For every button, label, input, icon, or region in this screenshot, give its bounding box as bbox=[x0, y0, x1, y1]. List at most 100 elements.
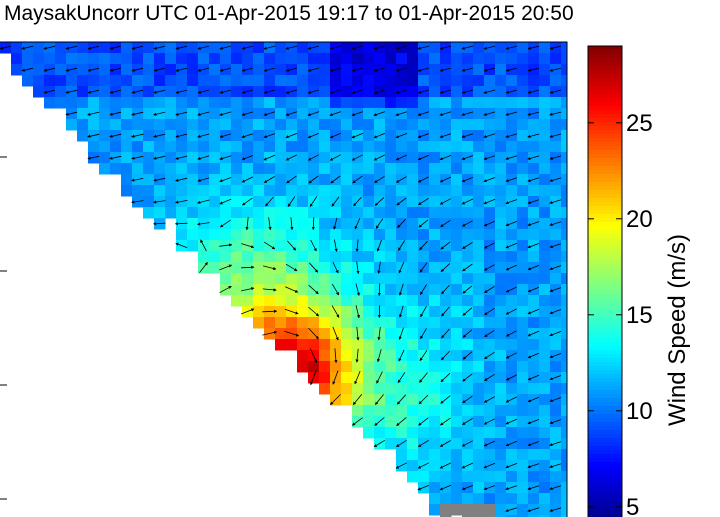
wind-speed-cell bbox=[451, 372, 463, 384]
wind-speed-cell bbox=[561, 240, 567, 252]
wind-speed-cell bbox=[473, 460, 485, 472]
wind-speed-cell bbox=[429, 141, 441, 153]
wind-arrow bbox=[399, 305, 404, 318]
wind-speed-cell bbox=[253, 295, 265, 307]
wind-speed-cell bbox=[451, 207, 463, 219]
wind-speed-cell bbox=[132, 141, 144, 153]
wind-speed-cell bbox=[209, 207, 221, 219]
colorbar-segment bbox=[588, 338, 622, 343]
wind-arrow bbox=[505, 67, 518, 72]
colorbar-segment bbox=[588, 126, 622, 131]
wind-speed-cell bbox=[154, 97, 166, 109]
colorbar-segment bbox=[588, 114, 622, 119]
wind-arrow bbox=[355, 239, 359, 253]
wind-arrow bbox=[43, 67, 56, 72]
wind-speed-cell bbox=[363, 383, 375, 395]
wind-arrow bbox=[376, 371, 383, 384]
colorbar-segment bbox=[588, 394, 622, 399]
wind-speed-cell bbox=[275, 152, 287, 164]
wind-speed-cell bbox=[484, 339, 496, 351]
colorbar-segment bbox=[588, 378, 622, 383]
wind-speed-cell bbox=[451, 97, 463, 109]
wind-arrow bbox=[219, 111, 232, 116]
colorbar-segment bbox=[588, 366, 622, 371]
wind-speed-cell bbox=[407, 130, 419, 142]
wind-speed-cell bbox=[539, 427, 551, 439]
wind-speed-cell bbox=[462, 471, 474, 483]
wind-speed-cell bbox=[385, 405, 397, 417]
wind-arrow bbox=[197, 89, 210, 94]
wind-arrow bbox=[265, 196, 274, 207]
wind-speed-cell bbox=[407, 427, 419, 439]
wind-speed-cell bbox=[462, 119, 474, 131]
colorbar-segment bbox=[588, 246, 622, 251]
wind-speed-cell bbox=[363, 119, 375, 131]
wind-speed-cell bbox=[396, 317, 408, 329]
colorbar-segment bbox=[588, 374, 622, 379]
wind-speed-cell bbox=[462, 53, 474, 65]
wind-speed-cell bbox=[253, 108, 265, 120]
wind-arrow bbox=[131, 200, 144, 204]
wind-speed-cell bbox=[165, 130, 177, 142]
wind-speed-cell bbox=[99, 163, 111, 175]
colorbar-segment bbox=[588, 446, 622, 451]
wind-speed-cell bbox=[539, 130, 551, 142]
wind-arrow bbox=[462, 329, 473, 338]
wind-speed-cell bbox=[451, 262, 463, 274]
wind-arrow bbox=[109, 155, 122, 160]
wind-arrow bbox=[87, 89, 100, 94]
wind-speed-cell bbox=[110, 163, 122, 175]
wind-arrow bbox=[395, 111, 408, 117]
wind-speed-cell bbox=[88, 97, 100, 109]
colorbar-gradient bbox=[588, 46, 622, 517]
wind-arrow bbox=[131, 89, 144, 94]
wind-arrow bbox=[373, 89, 385, 94]
wind-speed-cell bbox=[462, 97, 474, 109]
wind-speed-cell bbox=[407, 86, 419, 98]
colorbar-segment bbox=[588, 514, 622, 517]
wind-speed-cell bbox=[440, 317, 452, 329]
colorbar-segment bbox=[588, 330, 622, 335]
wind-speed-cell bbox=[429, 53, 441, 65]
wind-speed-cell bbox=[121, 75, 133, 87]
wind-arrow bbox=[397, 372, 406, 384]
wind-arrow bbox=[307, 67, 320, 72]
wind-speed-cell bbox=[341, 108, 353, 120]
wind-arrow bbox=[549, 375, 562, 381]
colorbar-segment bbox=[588, 110, 622, 115]
colorbar-segment bbox=[588, 414, 622, 419]
wind-speed-cell bbox=[132, 97, 144, 109]
wind-speed-cell bbox=[187, 53, 199, 65]
colorbar-segment bbox=[588, 70, 622, 75]
wind-speed-cell bbox=[308, 75, 320, 87]
wind-speed-cell bbox=[308, 273, 320, 285]
colorbar-segment bbox=[588, 226, 622, 231]
wind-speed-cell bbox=[319, 350, 331, 362]
wind-arrow bbox=[505, 418, 518, 425]
wind-speed-cell bbox=[275, 141, 287, 153]
wind-speed-cell bbox=[363, 174, 375, 186]
wind-speed-cell-missing bbox=[462, 515, 474, 517]
wind-speed-cell bbox=[539, 515, 551, 517]
wind-arrow bbox=[397, 240, 406, 251]
wind-speed-cell bbox=[352, 119, 364, 131]
wind-speed-cell bbox=[275, 53, 287, 65]
wind-speed-cell bbox=[374, 427, 386, 439]
wind-speed-cell bbox=[286, 229, 298, 241]
wind-speed-cell bbox=[253, 262, 265, 274]
colorbar-segment bbox=[588, 138, 622, 143]
wind-arrow bbox=[483, 67, 495, 72]
wind-speed-cell bbox=[297, 295, 309, 307]
colorbar-segment bbox=[588, 194, 622, 199]
wind-speed-cell bbox=[231, 251, 243, 263]
wind-speed-cell-missing bbox=[451, 504, 463, 516]
wind-speed-cell bbox=[429, 64, 441, 76]
wind-speed-cell bbox=[473, 207, 485, 219]
wind-speed-cell bbox=[374, 251, 386, 263]
wind-speed-cell bbox=[407, 361, 419, 373]
wind-speed-cell bbox=[374, 295, 386, 307]
wind-arrow bbox=[398, 349, 405, 362]
wind-arrow bbox=[373, 45, 385, 50]
wind-speed-cell bbox=[242, 185, 254, 197]
wind-arrow bbox=[65, 89, 78, 94]
